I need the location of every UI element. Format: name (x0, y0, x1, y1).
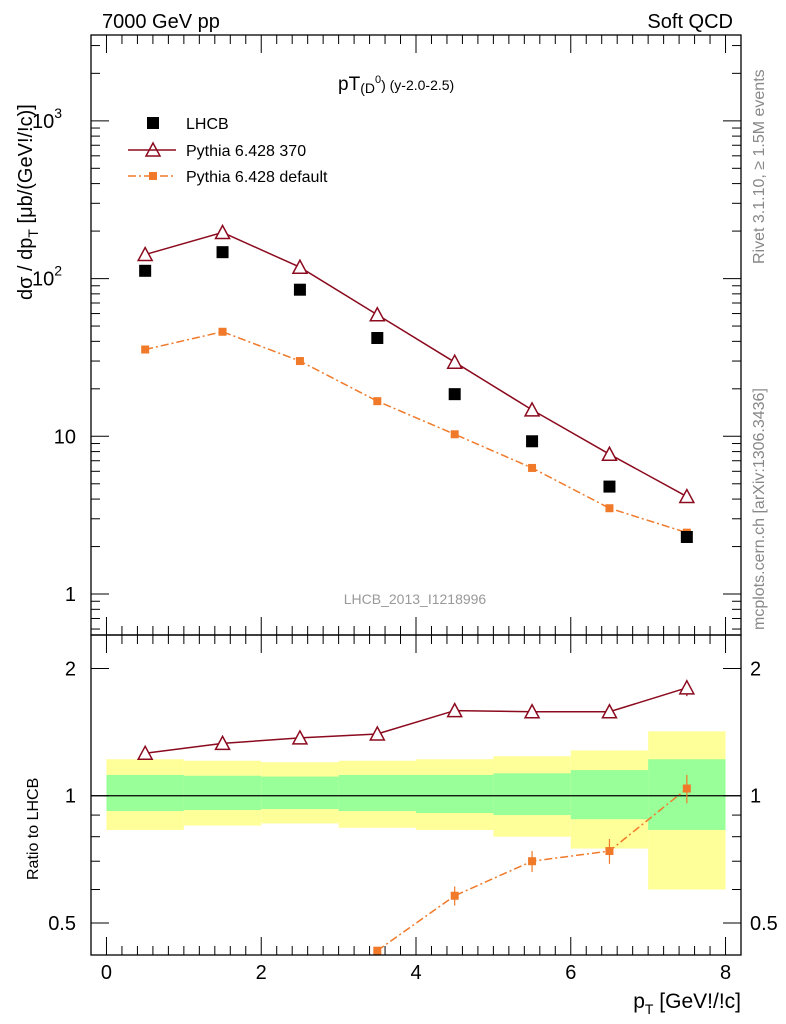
title-sub: (D (360, 80, 375, 96)
point-pythia-370 (446, 353, 463, 369)
ratio-point-pythia-370 (214, 734, 231, 751)
ylabel-sub: T (25, 229, 41, 238)
legend-label-lhcb: LHCB (186, 116, 229, 133)
ratio-point-pythia-default (528, 857, 537, 866)
ratio-point-pythia-370 (291, 729, 309, 745)
point-pythia-370 (369, 306, 386, 322)
ratio-plot-frame (90, 634, 742, 956)
ratio-stat-uncertainty-band (106, 774, 184, 812)
x-axis-label: pT [GeV!/!c] (633, 990, 741, 1017)
main-y-axis-label: dσ / dpT [μb/(GeV!/!c)] (15, 104, 41, 300)
legend-label-pythia-370: Pythia 6.428 370 (186, 143, 306, 160)
title-main: pT (338, 74, 361, 95)
point-pythia-default (218, 327, 227, 336)
ratio-y-tick-label-left: 0.5 (48, 913, 76, 935)
ratio-stat-uncertainty-band (416, 774, 494, 814)
main-y-tick-label-base: 10 (54, 426, 76, 448)
title-tail: ) (y-2.0-2.5) (381, 77, 454, 93)
ratio-stat-uncertainty-band (338, 774, 416, 812)
analysis-watermark: LHCB_2013_I1218996 (344, 591, 487, 607)
main-y-tick-label-exp: 2 (54, 263, 62, 279)
xlabel-main: p (633, 990, 645, 1013)
xlabel-tail: [GeV!/!c] (653, 990, 741, 1013)
main-y-tick-label: 102 (32, 263, 62, 291)
ratio-stat-uncertainty-band (183, 775, 262, 811)
point-pythia-default (605, 504, 614, 513)
main-y-tick-label-exp: 3 (54, 105, 62, 121)
series-line-pythia-default (144, 330, 688, 534)
ratio-y-tick-label-right: 2 (750, 658, 761, 680)
point-lhcb (216, 246, 229, 259)
header-left: 7000 GeV pp (102, 11, 220, 33)
point-pythia-370 (136, 245, 154, 262)
ratio-point-pythia-370 (523, 703, 541, 719)
point-lhcb (139, 264, 152, 277)
ratio-y-tick-label-left: 1 (65, 786, 76, 808)
ratio-line-pythia-370 (145, 687, 688, 755)
ylabel-main: dσ / dp (15, 238, 37, 300)
point-lhcb (293, 283, 306, 296)
series-line-pythia-370 (144, 231, 688, 498)
x-tick-label: 0 (101, 962, 112, 984)
legend-marker-lhcb (147, 117, 159, 129)
source-label: mcplots.cern.ch [arXiv:1306.3436] (751, 388, 768, 630)
x-tick-label: 6 (565, 962, 576, 984)
x-tick-label: 8 (720, 962, 731, 984)
point-pythia-default (373, 397, 382, 406)
ratio-panel: 0.5 0.5 1 1 2 2 0 2 4 6 8 (48, 634, 778, 984)
ylabel-tail: [μb/(GeV!/!c)] (15, 104, 37, 229)
point-pythia-default (295, 357, 304, 366)
ratio-point-pythia-370 (446, 702, 463, 718)
main-y-tick-label: 1 (65, 584, 76, 606)
main-y-tick-label: 103 (32, 105, 62, 133)
point-lhcb (371, 331, 384, 344)
ratio-point-pythia-370 (369, 725, 386, 741)
ratio-stat-uncertainty-band (493, 773, 571, 816)
point-lhcb (448, 388, 461, 401)
main-y-tick-label-base: 10 (32, 111, 54, 133)
ratio-y-tick-label-right: 0.5 (750, 913, 778, 935)
main-y-tick-label: 10 (54, 426, 76, 448)
ratio-point-pythia-370 (678, 679, 696, 695)
legend-marker-pythia-370 (144, 141, 162, 157)
ratio-y-tick-label-left: 2 (65, 658, 76, 680)
point-pythia-default (450, 430, 459, 439)
point-pythia-default (141, 345, 150, 354)
ratio-point-pythia-default (605, 847, 614, 856)
point-lhcb (680, 530, 693, 543)
header-right: Soft QCD (647, 11, 733, 33)
title-sup: 0 (375, 74, 381, 86)
legend-label-pythia-default: Pythia 6.428 default (186, 169, 328, 186)
main-y-tick-label-base: 10 (32, 269, 54, 291)
ratio-point-pythia-370 (601, 703, 618, 719)
point-pythia-370 (214, 223, 231, 240)
x-tick-label: 2 (256, 962, 267, 984)
ratio-stat-uncertainty-band (261, 776, 339, 810)
xlabel-sub: T (645, 1001, 654, 1017)
point-lhcb (603, 480, 616, 493)
ratio-point-pythia-default (450, 891, 459, 900)
ratio-point-pythia-default (682, 784, 691, 793)
point-pythia-370 (291, 258, 309, 274)
point-pythia-370 (601, 445, 618, 461)
main-y-tick-label-base: 1 (65, 584, 76, 606)
x-tick-label: 4 (410, 962, 421, 984)
point-pythia-370 (678, 487, 696, 504)
ratio-y-tick-label-right: 1 (750, 786, 761, 808)
point-lhcb (526, 435, 539, 448)
chart-title: pT(D0) (y-2.0-2.5) (338, 74, 454, 96)
rivet-version-label: Rivet 3.1.10, ≥ 1.5M events (751, 69, 768, 264)
ratio-point-pythia-default (373, 946, 382, 955)
point-pythia-370 (523, 401, 541, 417)
ratio-stat-uncertainty-band (570, 770, 649, 820)
ratio-point-pythia-370 (136, 744, 154, 761)
legend-marker-pythia-default (149, 172, 157, 180)
legend: LHCB Pythia 6.428 370 Pythia 6.428 defau… (128, 116, 328, 186)
point-pythia-default (528, 463, 537, 472)
ratio-y-axis-label: Ratio to LHCB (25, 778, 42, 880)
